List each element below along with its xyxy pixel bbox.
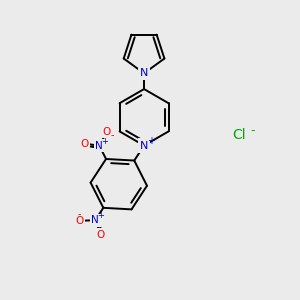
Text: N: N [140,140,148,151]
Text: -: - [78,209,81,219]
Text: N: N [95,141,103,151]
Text: N: N [91,215,99,225]
Text: -: - [250,124,255,137]
Text: +: + [97,211,104,220]
Text: -: - [111,130,114,140]
Text: +: + [101,137,108,146]
Text: +: + [147,136,154,146]
Text: Cl: Cl [232,128,246,142]
Text: O: O [76,216,84,226]
Text: O: O [80,139,88,148]
Text: N: N [140,68,148,78]
Text: O: O [97,230,105,240]
Text: O: O [103,127,111,137]
